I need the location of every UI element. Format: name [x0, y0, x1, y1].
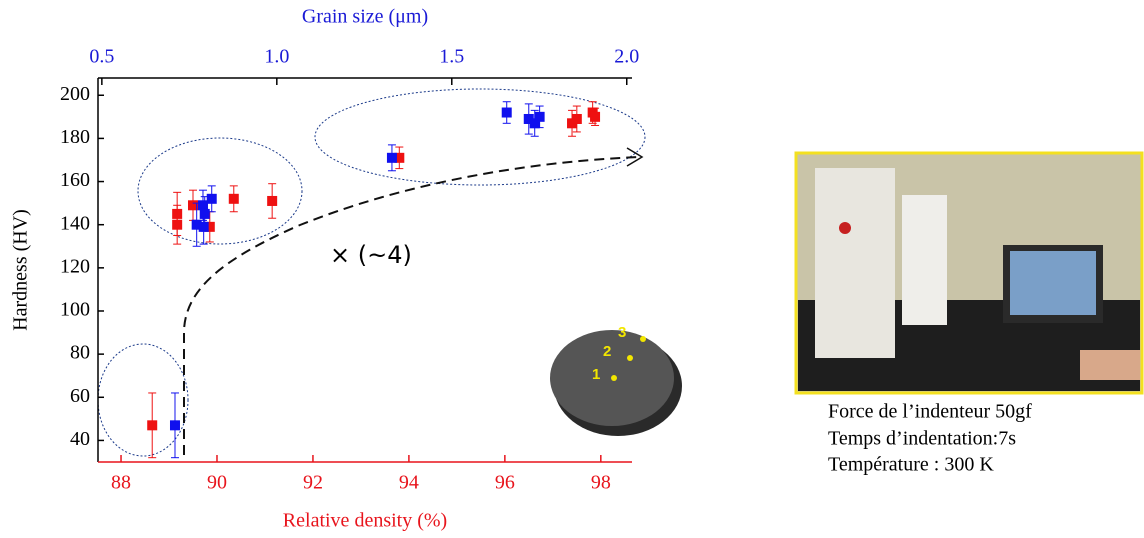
x-tick-label: 94	[399, 472, 419, 494]
data-point	[529, 118, 540, 129]
x-tick-label: 90	[207, 472, 227, 494]
data-point	[534, 111, 545, 122]
data-point	[394, 152, 405, 163]
data-point	[169, 420, 180, 431]
data-point	[571, 113, 582, 124]
x-tick-label: 92	[303, 472, 323, 494]
x2-tick-label: 1.5	[439, 46, 464, 68]
photo-column	[902, 195, 947, 325]
indent-dot	[611, 375, 617, 381]
data-point	[206, 193, 217, 204]
indent-dot	[640, 336, 646, 342]
caption-line: Force de l’indenteur 50gf	[828, 401, 1032, 423]
data-point	[191, 219, 202, 230]
cluster-ellipse	[137, 137, 303, 245]
x2-axis-label: Grain size (μm)	[302, 6, 428, 28]
data-point	[590, 111, 601, 122]
y-axis-label: Hardness (HV)	[10, 209, 32, 331]
point-label: 3	[618, 324, 626, 341]
x2-tick-label: 1.0	[264, 46, 289, 68]
data-point	[199, 208, 210, 219]
y-tick-label: 60	[70, 385, 90, 407]
y-tick-label: 100	[60, 299, 90, 321]
sample-disk: 1 2 3	[550, 324, 682, 436]
data-point	[228, 193, 239, 204]
arrow-head	[626, 147, 644, 167]
caption-line: Température : 300 K	[828, 454, 994, 476]
data-point	[172, 219, 183, 230]
cluster-ellipse	[314, 88, 646, 186]
x-tick-label: 98	[591, 472, 611, 494]
data-point	[501, 107, 512, 118]
photo-button	[839, 222, 851, 234]
photo-screen	[1010, 251, 1096, 315]
point-label: 1	[592, 366, 600, 383]
data-point	[386, 152, 397, 163]
data-point	[198, 221, 209, 232]
y-tick-label: 120	[60, 255, 90, 277]
data-point	[523, 113, 534, 124]
trend-arrow	[183, 156, 641, 455]
y-tick-label: 80	[70, 342, 90, 364]
y-tick-label: 200	[60, 83, 90, 105]
x-tick-label: 96	[495, 472, 515, 494]
x-axis-label: Relative density (%)	[283, 510, 447, 532]
data-point	[197, 200, 208, 211]
data-point	[204, 221, 215, 232]
data-point	[267, 195, 278, 206]
y-tick-label: 160	[60, 169, 90, 191]
point-label: 2	[603, 343, 611, 360]
x-tick-label: 88	[111, 472, 131, 494]
x2-tick-label: 0.5	[89, 46, 114, 68]
cluster-ellipse	[97, 343, 189, 457]
photo-machine	[815, 168, 895, 358]
caption-line: Temps d’indentation:7s	[828, 428, 1016, 450]
y-tick-label: 40	[70, 428, 90, 450]
photo-hand	[1080, 350, 1140, 380]
photo	[794, 151, 1144, 395]
data-point	[187, 200, 198, 211]
data-point	[147, 420, 158, 431]
y-tick-label: 180	[60, 126, 90, 148]
indent-dot	[627, 355, 633, 361]
x2-tick-label: 2.0	[614, 46, 639, 68]
annotation: × (~4)	[330, 241, 412, 269]
y-tick-label: 140	[60, 212, 90, 234]
